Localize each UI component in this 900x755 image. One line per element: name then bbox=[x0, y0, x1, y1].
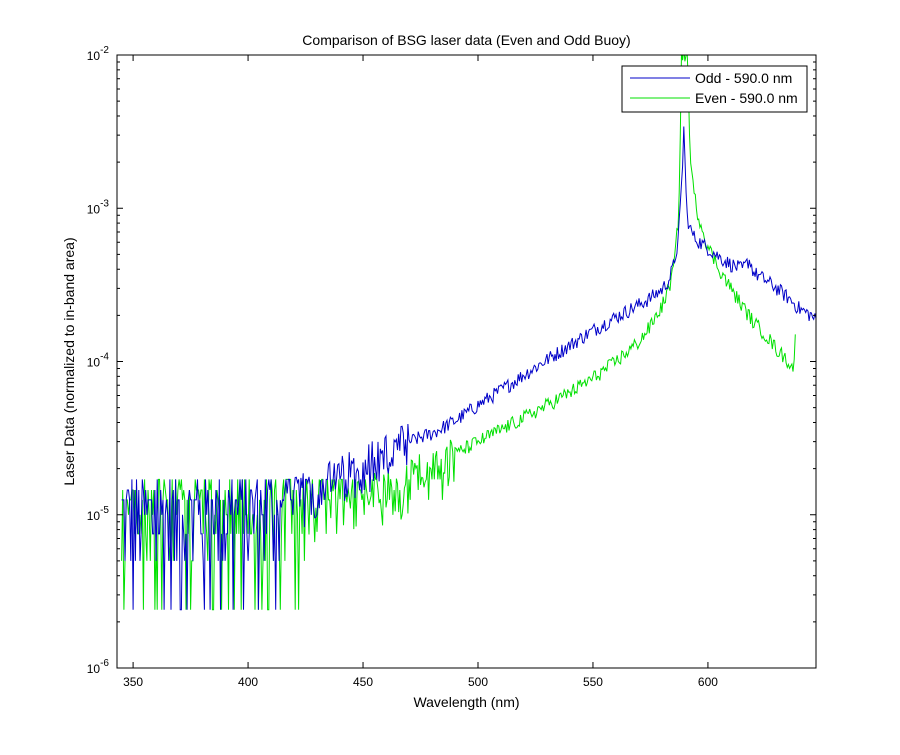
x-tick-label: 400 bbox=[238, 675, 258, 689]
series-line-odd bbox=[121, 126, 816, 611]
y-tick-label: 10-2 bbox=[87, 45, 110, 63]
series-layer bbox=[121, 55, 816, 611]
x-tick-label: 500 bbox=[468, 675, 488, 689]
y-tick-label: 10-6 bbox=[87, 658, 110, 676]
x-tick-label: 550 bbox=[583, 675, 603, 689]
ticks-layer bbox=[117, 54, 816, 669]
legend: Odd - 590.0 nm Even - 590.0 nm bbox=[621, 65, 808, 113]
legend-box bbox=[621, 65, 808, 113]
chart-title: Comparison of BSG laser data (Even and O… bbox=[302, 32, 630, 48]
x-tick-label: 450 bbox=[353, 675, 373, 689]
x-tick-label: 350 bbox=[123, 675, 143, 689]
y-tick-label: 10-3 bbox=[87, 198, 110, 216]
y-axis-label: Laser Data (normalized to in-band area) bbox=[61, 237, 77, 485]
legend-label-even: Even - 590.0 nm bbox=[695, 90, 798, 106]
y-tick-label: 10-5 bbox=[87, 505, 110, 523]
x-axis-label: Wavelength (nm) bbox=[413, 694, 519, 710]
y-tick-label: 10-4 bbox=[87, 352, 110, 370]
tick-labels-layer: 350 400 450 500 550 600 10-6 10-5 10-4 10-3 10-2 bbox=[87, 45, 719, 689]
x-tick-label: 600 bbox=[698, 675, 718, 689]
legend-label-odd: Odd - 590.0 nm bbox=[695, 70, 792, 86]
